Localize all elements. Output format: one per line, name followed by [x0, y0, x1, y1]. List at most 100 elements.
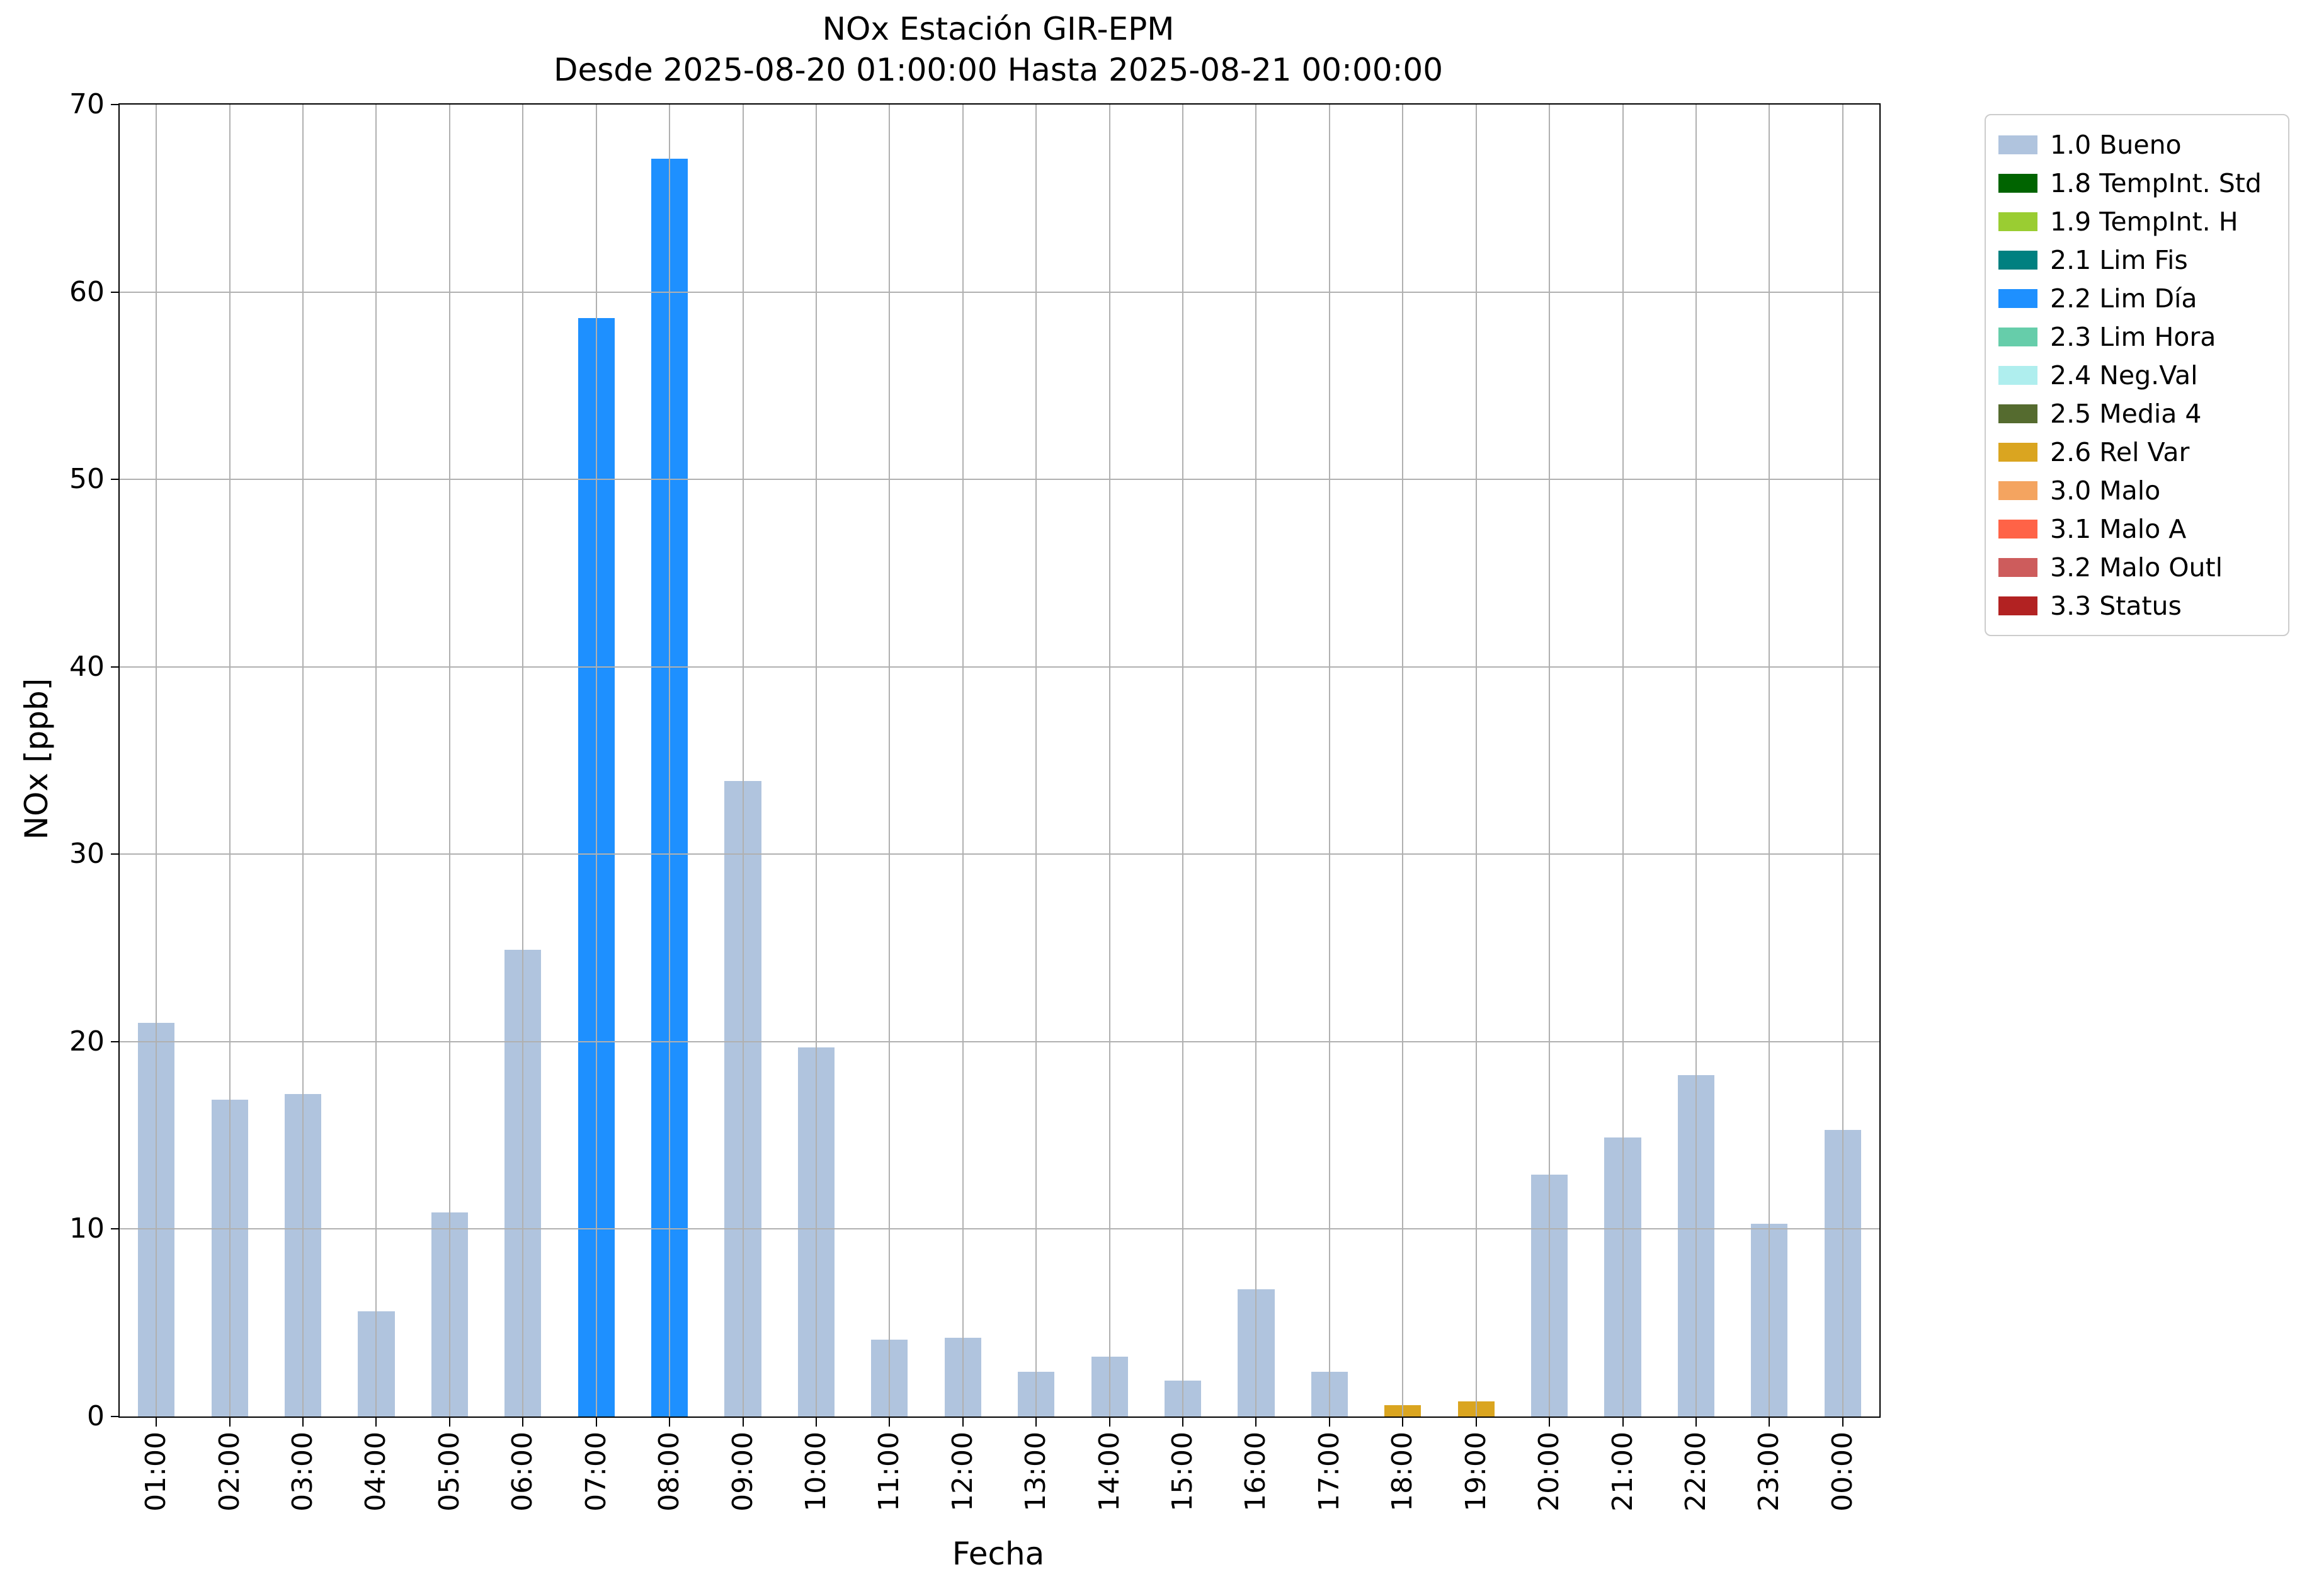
legend-swatch — [1998, 250, 2037, 270]
x-tick-label: 01:00 — [140, 1432, 173, 1512]
legend-label: 2.6 Rel Var — [2050, 436, 2190, 467]
legend-swatch — [1998, 173, 2037, 193]
legend-swatch — [1998, 557, 2037, 577]
x-tick-mark — [1769, 1416, 1770, 1427]
x-tick-label: 20:00 — [1533, 1432, 1566, 1512]
legend-swatch — [1998, 365, 2037, 385]
legend-label: 1.0 Bueno — [2050, 129, 2182, 160]
bar-05:00 — [431, 1212, 468, 1416]
legend-swatch — [1998, 288, 2037, 308]
x-tick-mark — [815, 1416, 817, 1427]
legend-label: 3.2 Malo Outl — [2050, 552, 2223, 583]
bar-11:00 — [871, 1340, 908, 1416]
legend-item: 2.1 Lim Fis — [1998, 241, 2276, 279]
bar-23:00 — [1751, 1223, 1788, 1416]
x-tick-mark — [522, 1416, 524, 1427]
bar-15:00 — [1164, 1381, 1202, 1416]
x-tick-mark — [229, 1416, 231, 1427]
x-tick-mark — [595, 1416, 597, 1427]
x-tick-label: 06:00 — [506, 1432, 539, 1512]
x-tick-label: 21:00 — [1606, 1432, 1639, 1512]
x-tick-label: 19:00 — [1459, 1432, 1492, 1512]
x-tick-mark — [1695, 1416, 1697, 1427]
bar-21:00 — [1604, 1137, 1641, 1416]
x-tick-mark — [1328, 1416, 1330, 1427]
bar-13:00 — [1018, 1371, 1055, 1416]
x-tick-label: 18:00 — [1386, 1432, 1419, 1512]
bar-20:00 — [1531, 1175, 1568, 1416]
y-tick-mark — [111, 479, 120, 481]
bar-16:00 — [1238, 1289, 1275, 1416]
legend-label: 1.8 TempInt. Std — [2050, 168, 2262, 198]
x-tick-mark — [156, 1416, 157, 1427]
legend-label: 2.5 Media 4 — [2050, 398, 2202, 429]
bar-01:00 — [138, 1023, 175, 1416]
legend-swatch — [1998, 135, 2037, 154]
x-tick-mark — [742, 1416, 744, 1427]
legend-item: 3.1 Malo A — [1998, 510, 2276, 548]
bar-12:00 — [944, 1338, 981, 1416]
y-tick-label: 30 — [69, 838, 105, 870]
legend-item: 1.0 Bueno — [1998, 125, 2276, 164]
legend-label: 2.4 Neg.Val — [2050, 360, 2198, 390]
x-tick-label: 07:00 — [579, 1432, 612, 1512]
y-tick-label: 20 — [69, 1025, 105, 1057]
y-tick-label: 70 — [69, 88, 105, 120]
legend-label: 3.3 Status — [2050, 590, 2182, 621]
y-tick-label: 40 — [69, 650, 105, 683]
x-tick-mark — [1475, 1416, 1477, 1427]
x-tick-mark — [375, 1416, 377, 1427]
legend-item: 3.2 Malo Outl — [1998, 548, 2276, 586]
legend-item: 2.2 Lim Día — [1998, 279, 2276, 317]
legend-item: 1.9 TempInt. H — [1998, 202, 2276, 241]
x-tick-mark — [302, 1416, 304, 1427]
x-tick-mark — [1255, 1416, 1257, 1427]
legend-item: 2.4 Neg.Val — [1998, 356, 2276, 394]
x-tick-label: 16:00 — [1239, 1432, 1272, 1512]
bar-layer — [120, 105, 1879, 1416]
legend-label: 1.9 TempInt. H — [2050, 206, 2238, 237]
legend-item: 2.6 Rel Var — [1998, 433, 2276, 471]
plot-area: 01:00 02:00 03:00 04:00 05:00 06:00 07:00 08:00… — [69, 88, 1881, 1512]
x-tick-label: 05:00 — [433, 1432, 465, 1512]
y-tick-mark — [111, 104, 120, 105]
x-tick-label: 10:00 — [799, 1432, 832, 1512]
x-tick-mark — [962, 1416, 964, 1427]
legend-swatch — [1998, 212, 2037, 231]
x-tick-mark — [1402, 1416, 1404, 1427]
y-axis-label: NOx [ppb] — [18, 678, 55, 840]
bar-14:00 — [1091, 1356, 1128, 1416]
x-tick-mark — [669, 1416, 671, 1427]
y-tick-mark — [111, 291, 120, 293]
x-tick-mark — [889, 1416, 891, 1427]
legend: 1.0 Bueno 1.8 TempInt. Std 1.9 TempInt. H 2… — [1985, 114, 2289, 636]
y-tick-mark — [111, 1416, 120, 1417]
x-tick-label: 08:00 — [653, 1432, 686, 1512]
legend-label: 2.2 Lim Día — [2050, 283, 2197, 314]
bar-09:00 — [724, 781, 761, 1416]
x-tick-mark — [1549, 1416, 1551, 1427]
x-tick-label: 15:00 — [1166, 1432, 1199, 1512]
x-tick-label: 11:00 — [873, 1432, 906, 1512]
chart-title-line2: Desde 2025-08-20 01:00:00 Hasta 2025-08-… — [553, 52, 1444, 88]
x-axis-label: Fecha — [952, 1536, 1045, 1572]
x-tick-label: 04:00 — [360, 1432, 392, 1512]
x-tick-label: 13:00 — [1020, 1432, 1052, 1512]
y-tick-label: 50 — [69, 463, 105, 496]
y-tick-label: 10 — [69, 1212, 105, 1245]
bar-04:00 — [358, 1311, 395, 1416]
legend-item: 3.0 Malo — [1998, 471, 2276, 510]
legend-swatch — [1998, 481, 2037, 500]
x-tick-label: 09:00 — [726, 1432, 759, 1512]
legend-item: 2.5 Media 4 — [1998, 394, 2276, 433]
chart-title: NOx Estación GIR-EPM Desde 2025-08-20 01… — [118, 9, 1878, 91]
x-tick-mark — [1035, 1416, 1037, 1427]
y-tick-mark — [111, 1040, 120, 1042]
x-tick-mark — [448, 1416, 450, 1427]
legend-swatch — [1998, 404, 2037, 423]
y-tick-label: 60 — [69, 275, 105, 308]
bar-00:00 — [1824, 1129, 1861, 1416]
bar-08:00 — [651, 159, 688, 1416]
bar-10:00 — [797, 1047, 835, 1416]
legend-label: 3.1 Malo A — [2050, 513, 2187, 544]
